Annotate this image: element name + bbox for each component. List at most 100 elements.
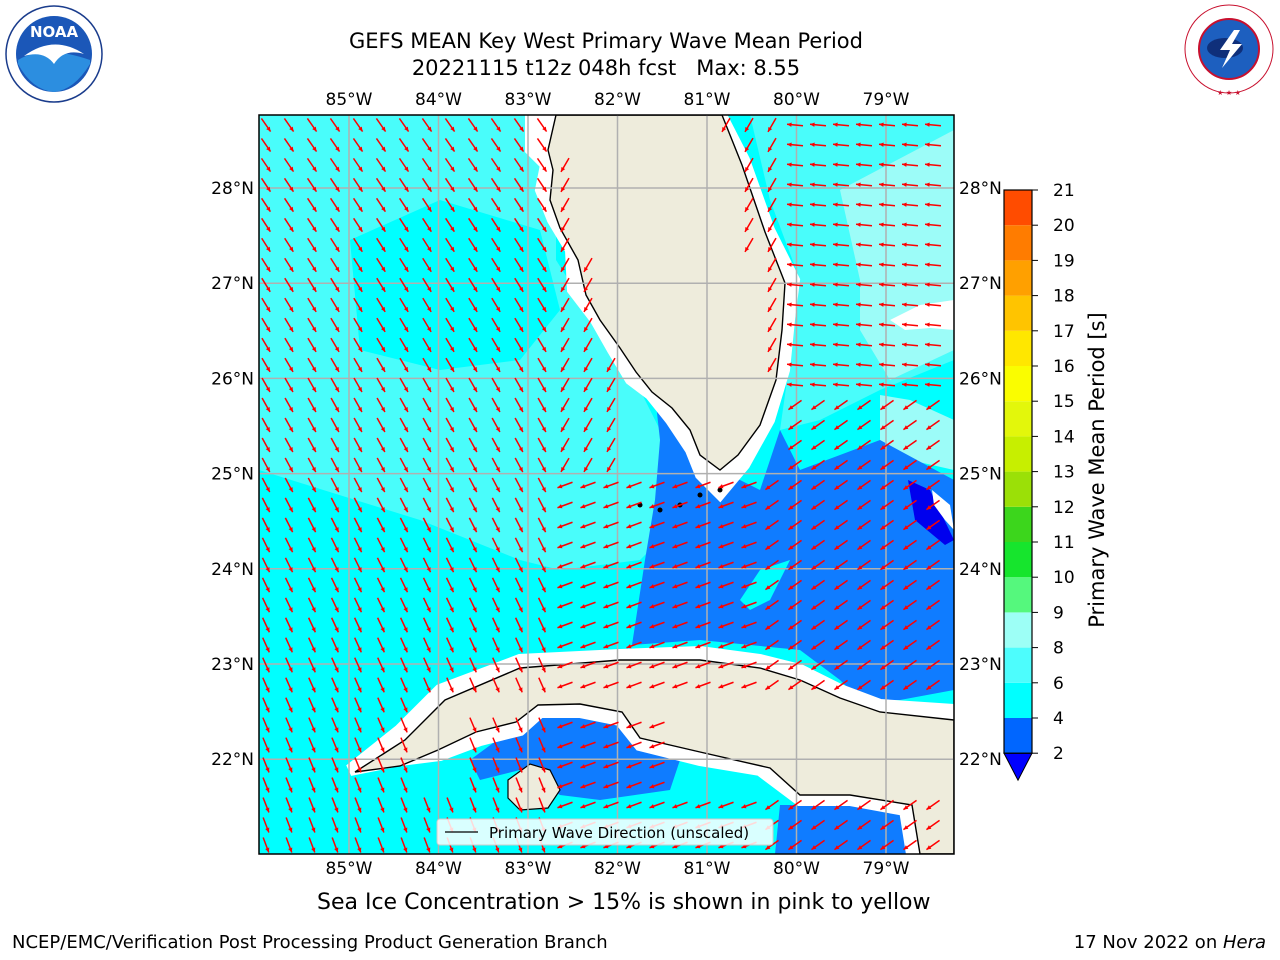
- wave-vector-head: [811, 485, 817, 490]
- wave-vector-head: [902, 222, 907, 227]
- wave-vector-head: [672, 564, 678, 569]
- wave-vector-head: [765, 585, 771, 590]
- wave-vector-head: [880, 465, 886, 470]
- wave-vector-head: [496, 186, 501, 192]
- wave-vector-head: [426, 366, 432, 372]
- wave-vector-head: [787, 322, 792, 327]
- wave-vector-head: [288, 306, 294, 312]
- wave-vector-head: [880, 625, 886, 630]
- wave-vector-head: [472, 567, 477, 573]
- colorbar-segment: [1004, 330, 1032, 366]
- wave-vector-head: [626, 544, 632, 549]
- wave-vector-head: [857, 465, 863, 470]
- wave-vector-head: [902, 202, 907, 207]
- wave-vector-head: [765, 605, 771, 610]
- wave-vector-head: [542, 206, 547, 212]
- wave-vector-head: [289, 206, 294, 212]
- wave-vector-head: [541, 447, 546, 453]
- wave-vector-head: [542, 186, 547, 192]
- wave-vector-head: [833, 222, 838, 227]
- wave-vector-head: [926, 665, 932, 670]
- wave-vector-head: [561, 386, 566, 392]
- colorbar-segment: [1004, 542, 1032, 578]
- wave-vector-head: [472, 306, 478, 312]
- wave-vector-head: [810, 222, 815, 227]
- wave-vector-head: [426, 326, 432, 332]
- colorbar-segment: [1004, 612, 1032, 648]
- colorbar-tick-label: 6: [1053, 674, 1064, 694]
- lat-label-left: 24°N: [211, 560, 254, 580]
- wave-vector-head: [542, 266, 547, 272]
- footer-date: 17 Nov 2022 on Hera: [1074, 932, 1266, 953]
- wave-vector-head: [926, 645, 932, 650]
- wave-vector-head: [496, 246, 501, 252]
- wave-vector-head: [603, 684, 609, 689]
- wave-vector-head: [449, 667, 454, 673]
- wave-vector-head: [450, 246, 455, 252]
- wave-vector-head: [495, 727, 500, 733]
- wave-vector-head: [541, 487, 546, 493]
- wave-vector-head: [834, 805, 840, 810]
- coastal-mask: [932, 490, 954, 530]
- wave-vector-head: [788, 645, 794, 650]
- wave-vector-head: [381, 246, 386, 252]
- wave-vector-head: [880, 525, 886, 530]
- wave-vector-head: [603, 624, 609, 629]
- wave-vector-head: [741, 524, 747, 529]
- wave-vector-head: [879, 362, 884, 367]
- wave-vector-head: [925, 262, 930, 267]
- wave-vector-head: [311, 406, 316, 412]
- wave-vector-head: [288, 607, 293, 613]
- wave-vector-head: [518, 286, 524, 292]
- wave-vector-head: [495, 767, 500, 773]
- wave-vector-head: [449, 807, 454, 813]
- wave-vector-head: [718, 804, 724, 809]
- noaa-logo: NOAA: [5, 5, 103, 103]
- wave-vector-head: [334, 306, 340, 312]
- wave-vector-head: [380, 607, 385, 613]
- wave-vector-head: [380, 487, 385, 493]
- wave-vector-head: [265, 687, 270, 693]
- wave-vector-head: [765, 525, 771, 530]
- wave-vector-head: [311, 587, 316, 593]
- wave-vector-head: [403, 627, 408, 633]
- wave-vector-head: [427, 186, 432, 192]
- lat-label-left: 23°N: [211, 655, 254, 675]
- wave-vector-head: [768, 186, 773, 192]
- wave-vector-head: [380, 807, 385, 813]
- wave-vector-head: [857, 645, 863, 650]
- wave-vector-head: [265, 366, 271, 372]
- wave-vector-head: [745, 246, 750, 252]
- wave-vector-head: [561, 346, 566, 352]
- wave-vector-head: [311, 427, 316, 432]
- wave-vector-head: [449, 346, 455, 352]
- wave-vector-head: [312, 166, 317, 172]
- wave-vector-head: [472, 346, 478, 352]
- wave-vector-head: [607, 386, 612, 392]
- wave-vector-head: [541, 847, 546, 853]
- wave-vector-head: [541, 687, 546, 693]
- wave-vector-head: [427, 226, 432, 232]
- wave-vector-head: [495, 807, 500, 813]
- wave-vector-head: [695, 564, 701, 569]
- wave-vector-head: [450, 126, 455, 132]
- wave-vector-head: [925, 162, 930, 167]
- wave-vector-head: [856, 382, 861, 387]
- wave-vector-head: [495, 547, 500, 553]
- wave-vector-head: [380, 767, 385, 773]
- wave-vector-head: [380, 747, 385, 753]
- wave-vector-head: [649, 764, 655, 769]
- wave-vector-head: [426, 447, 431, 453]
- wave-vector-head: [265, 807, 270, 813]
- wave-vector-head: [495, 587, 500, 593]
- wave-vector-head: [404, 166, 409, 172]
- wave-vector-head: [311, 687, 316, 693]
- colorbar-segment: [1004, 366, 1032, 402]
- wave-vector-head: [833, 322, 838, 327]
- wave-vector-head: [649, 544, 655, 549]
- wave-vector-head: [649, 784, 655, 789]
- wave-vector-head: [902, 322, 907, 327]
- wave-vector-head: [403, 386, 408, 392]
- wave-vector-head: [265, 727, 270, 733]
- wave-vector-head: [518, 326, 524, 332]
